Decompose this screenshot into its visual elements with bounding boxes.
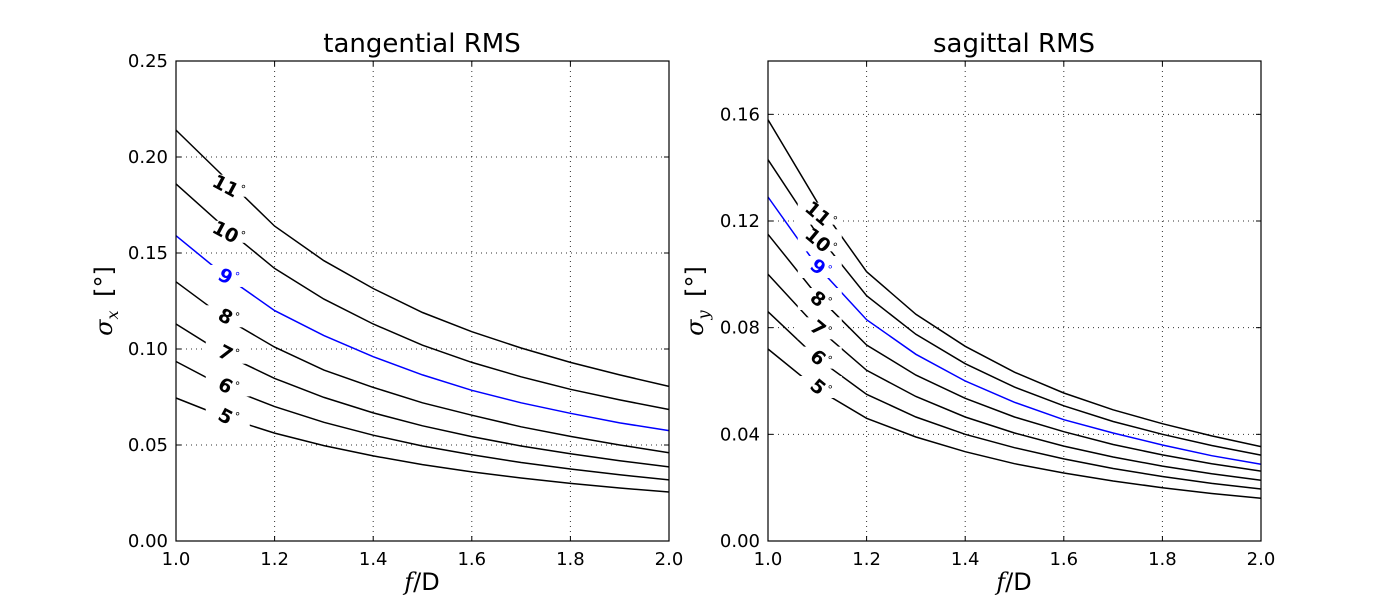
x-tick-label: 1.6 — [457, 549, 486, 570]
contour-label-bg — [797, 346, 842, 369]
plot-frame — [175, 60, 670, 542]
x-tick-label: 1.2 — [260, 549, 289, 570]
x-axis-label: f/D — [402, 568, 439, 596]
series-line-11 — [767, 119, 1262, 448]
x-tick-label: 1.2 — [852, 549, 881, 570]
contour-label-bg — [205, 220, 250, 243]
contour-label-bg — [205, 341, 250, 364]
series-line-8 — [767, 233, 1262, 472]
x-tick-label: 2.0 — [1247, 549, 1276, 570]
x-tick-label: 1.0 — [162, 549, 191, 570]
series-line-9 — [175, 235, 670, 432]
y-tick-label: 0.12 — [720, 211, 760, 232]
contour-label-bg — [205, 264, 250, 287]
series-line-6 — [767, 311, 1262, 490]
series-line-7 — [767, 273, 1262, 481]
y-tick-label: 0.20 — [128, 147, 168, 168]
tangential-rms-chart: tangential RMS 5°6°7°8°9°10°11° 1.0 1.2 1.… — [90, 29, 683, 596]
y-axis-label: σy [°] — [681, 266, 713, 336]
series-line-5 — [175, 397, 670, 493]
y-axis-label: σx [°] — [90, 266, 122, 336]
series-line-9 — [767, 196, 1262, 465]
contour-label-bg — [797, 317, 842, 340]
contour-label-bg — [797, 376, 842, 398]
y-tick-label: 0.08 — [720, 318, 760, 339]
y-tick-label: 0.00 — [720, 531, 760, 552]
x-tick-label: 1.8 — [556, 549, 585, 570]
y-tick-label: 0.15 — [128, 243, 168, 264]
y-tick-label: 0.25 — [128, 51, 168, 72]
chart-title: sagittal RMS — [933, 29, 1095, 59]
x-tick-label: 1.4 — [951, 549, 980, 570]
series-line-8 — [175, 281, 670, 454]
contour-label-bg — [797, 202, 842, 225]
contour-label: 11° — [800, 196, 839, 234]
series-line-5 — [767, 348, 1262, 500]
contour-label-bg — [205, 405, 250, 428]
y-tick-label: 0.05 — [128, 435, 168, 456]
y-tick-label: 0.10 — [128, 339, 168, 360]
sagittal-rms-chart: sagittal RMS 5°6°7°8°9°10°11° 1.0 1.2 1.4 1… — [681, 29, 1275, 596]
contour-label-bg — [797, 256, 842, 278]
series-line-10 — [175, 183, 670, 411]
contour-label-bg — [797, 229, 842, 252]
series-line-11 — [175, 129, 670, 388]
x-tick-label: 1.0 — [754, 549, 783, 570]
series-line-7 — [175, 323, 670, 468]
x-tick-label: 2.0 — [655, 549, 684, 570]
contour-label-bg — [205, 174, 250, 197]
x-tick-label: 1.8 — [1148, 549, 1177, 570]
plot-frame — [767, 60, 1262, 542]
contour-label-bg — [205, 374, 250, 397]
x-axis-label: f/D — [994, 568, 1031, 596]
y-tick-label: 0.04 — [720, 424, 760, 445]
x-tick-label: 1.4 — [359, 549, 388, 570]
x-tick-label: 1.6 — [1049, 549, 1078, 570]
chart-title: tangential RMS — [323, 29, 520, 59]
y-tick-label: 0.16 — [720, 104, 760, 125]
contour-label-bg — [205, 305, 250, 328]
contour-label-bg — [797, 288, 842, 310]
series-line-6 — [175, 360, 670, 481]
y-tick-label: 0.00 — [128, 531, 168, 552]
series-line-10 — [767, 159, 1262, 456]
